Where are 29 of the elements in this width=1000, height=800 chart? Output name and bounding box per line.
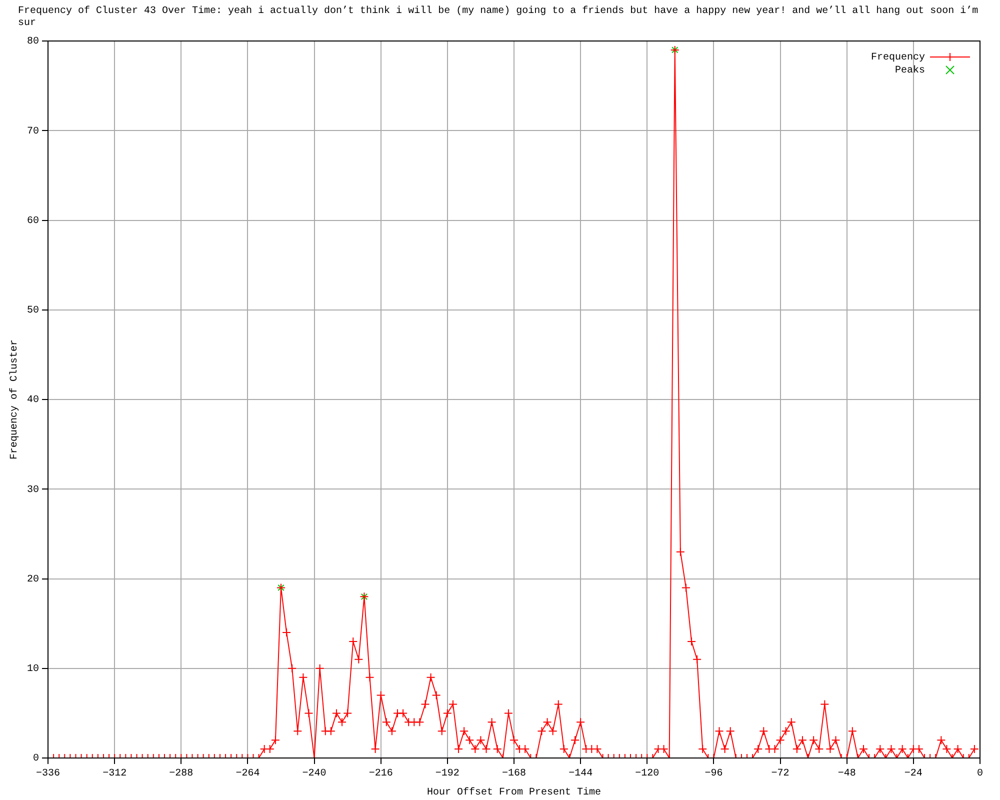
x-axis-title: Hour Offset From Present Time — [426, 786, 602, 799]
y-axis-title: Frequency of Cluster — [8, 339, 21, 460]
y-tick-label: 50 — [26, 306, 39, 317]
y-tick-label: 70 — [26, 126, 39, 138]
x-tick-label: −72 — [771, 768, 790, 780]
y-tick-label: 40 — [26, 395, 39, 406]
x-tick-label: −48 — [838, 768, 856, 780]
x-tick-label: −288 — [169, 768, 194, 780]
x-tick-label: 0 — [976, 768, 984, 780]
x-tick-label: −312 — [102, 768, 127, 780]
x-tick-label: −336 — [36, 768, 60, 780]
legend-label: Peaks — [894, 64, 925, 77]
x-tick-label: −240 — [302, 768, 326, 780]
y-tick-label: 60 — [26, 216, 39, 227]
x-tick-label: −168 — [502, 768, 526, 780]
x-tick-label: −120 — [635, 768, 660, 780]
y-tick-label: 10 — [26, 664, 39, 676]
x-tick-label: −216 — [368, 768, 393, 780]
chart-title: Frequency of Cluster 43 Over Time: yeah i actually don’t think i will be (my name) going to a friends but have a happy new year! and we’ll all hang out soon i’m sur — [17, 4, 980, 31]
y-tick-label: 0 — [32, 754, 39, 765]
x-tick-label: −264 — [236, 768, 260, 780]
y-tick-label: 20 — [26, 574, 39, 586]
legend-label: Frequency — [870, 52, 925, 64]
y-tick-label: 30 — [26, 484, 39, 496]
x-tick-label: −24 — [904, 768, 922, 780]
x-tick-label: −192 — [435, 768, 460, 780]
x-tick-label: −96 — [704, 768, 723, 780]
y-tick-label: 80 — [26, 36, 39, 48]
x-tick-label: −144 — [568, 768, 593, 780]
